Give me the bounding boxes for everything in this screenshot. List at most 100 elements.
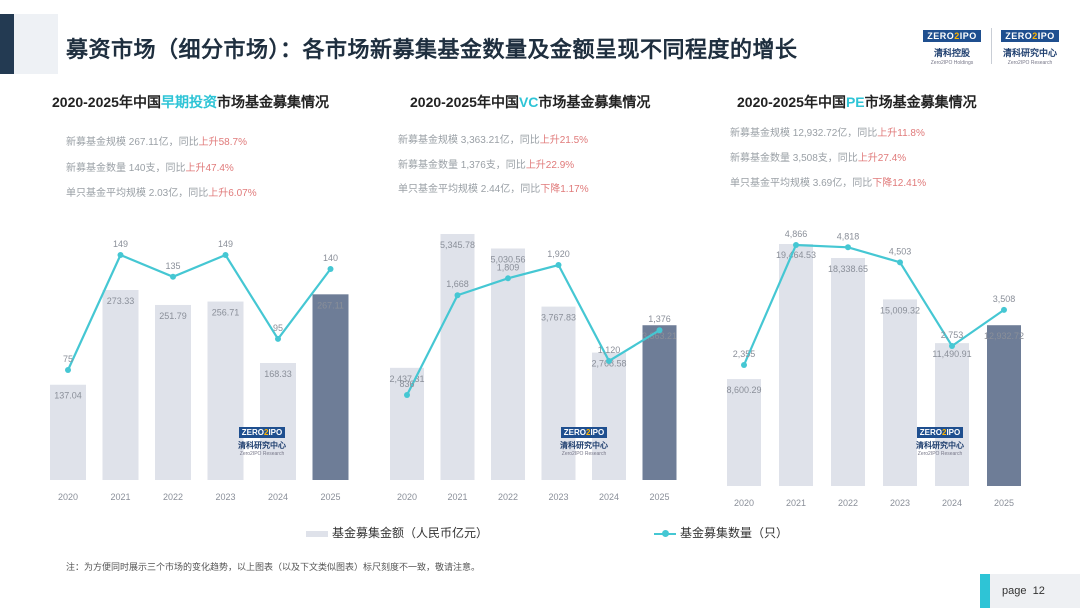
panel-early-title: 2020-2025年中国早期投资市场基金募集情况 bbox=[52, 94, 329, 110]
count-label-2021: 4,866 bbox=[785, 229, 808, 239]
bar-label-2023: 3,767.83 bbox=[541, 313, 576, 323]
panel-pe-stat-3: 单只基金平均规模 3.69亿，同比下降12.41% bbox=[730, 178, 927, 189]
logo-cn-name: 清科研究中心 bbox=[1002, 48, 1057, 58]
legend-bar-entry: 基金募集金额（人民币亿元） bbox=[306, 524, 488, 541]
logo-en-name: Zero2IPO Holdings bbox=[930, 60, 974, 66]
chart-pe: 8,600.29 2020 19,464.53 2021 18,338.65 2022 15… bbox=[726, 229, 1024, 508]
logo-divider bbox=[991, 28, 992, 64]
count-point-2023 bbox=[222, 252, 229, 258]
chart-early-stage: 137.04 2020 273.33 2021 251.79 2022 256.71 2023… bbox=[50, 239, 349, 502]
count-label-2020: 75 bbox=[63, 354, 73, 364]
panel-pe-stat-2: 新募基金数量 3,508支，同比上升27.4% bbox=[730, 153, 907, 164]
count-point-2025 bbox=[327, 265, 334, 272]
logo-zero2ipo-holdings: ZERO2IPO 清科控股 Zero2IPO Holdings bbox=[918, 26, 986, 66]
chart-watermark-early: ZERO2IPO 清科研究中心 Zero2IPO Research bbox=[238, 427, 286, 457]
bar-2020 bbox=[50, 384, 86, 480]
bar-2022 bbox=[831, 257, 865, 486]
count-label-2021: 1,668 bbox=[446, 279, 469, 289]
bar-label-2023: 256.71 bbox=[212, 308, 240, 318]
bar-2023 bbox=[883, 299, 917, 486]
bar-2021 bbox=[440, 234, 475, 480]
page-number-accent bbox=[980, 574, 990, 608]
bar-label-2020: 137.04 bbox=[54, 391, 82, 401]
bar-label-2022: 251.79 bbox=[159, 311, 187, 321]
count-point-2020 bbox=[741, 362, 747, 368]
legend-line-swatch bbox=[654, 529, 676, 537]
count-point-2020 bbox=[65, 367, 71, 373]
legend-line-entry: 基金募集数量（只） bbox=[654, 524, 788, 541]
x-tick-2024: 2024 bbox=[599, 492, 619, 502]
panel-early-stat-3: 单只基金平均规模 2.03亿，同比上升6.07% bbox=[66, 188, 257, 199]
x-tick-2021: 2021 bbox=[110, 492, 130, 502]
count-label-2023: 149 bbox=[218, 239, 233, 249]
count-label-2020: 836 bbox=[399, 379, 414, 389]
count-label-2025: 140 bbox=[323, 253, 338, 263]
chart-watermark-vc: ZERO2IPO 清科研究中心 Zero2IPO Research bbox=[560, 427, 608, 457]
count-point-2021 bbox=[117, 252, 124, 258]
x-tick-2022: 2022 bbox=[498, 492, 518, 502]
bar-2024 bbox=[935, 343, 969, 486]
x-tick-2025: 2025 bbox=[320, 492, 340, 502]
bar-2025 bbox=[987, 325, 1021, 486]
count-label-2023: 4,503 bbox=[889, 246, 912, 256]
count-point-2022 bbox=[170, 273, 176, 280]
panel-vc-title: 2020-2025年中国VC市场基金募集情况 bbox=[410, 94, 651, 110]
x-tick-2020: 2020 bbox=[397, 492, 417, 502]
bar-2020 bbox=[727, 379, 761, 486]
page-label: page bbox=[1002, 585, 1027, 597]
bar-label-2021: 273.33 bbox=[107, 296, 135, 306]
count-label-2025: 3,508 bbox=[993, 294, 1016, 304]
count-point-2021 bbox=[454, 292, 461, 299]
bar-label-2020: 2,437.31 bbox=[389, 374, 424, 384]
panel-vc-stat-3: 单只基金平均规模 2.44亿，同比下降1.17% bbox=[398, 184, 589, 195]
page-number-box: page 12 bbox=[980, 574, 1080, 608]
count-line bbox=[406, 263, 661, 396]
x-tick-2021: 2021 bbox=[447, 492, 467, 502]
x-tick-2025: 2025 bbox=[649, 492, 669, 502]
x-tick-2023: 2023 bbox=[548, 492, 568, 502]
count-label-2022: 4,818 bbox=[837, 231, 860, 241]
bar-2022 bbox=[155, 304, 191, 480]
bar-2025 bbox=[312, 294, 349, 480]
bar-label-2021: 5,345.78 bbox=[440, 240, 475, 250]
bar-2021 bbox=[779, 244, 813, 486]
bar-label-2024: 168.33 bbox=[264, 369, 292, 379]
x-tick-2023: 2023 bbox=[890, 498, 910, 508]
panel-vc-stat-2: 新募基金数量 1,376支，同比上升22.9% bbox=[398, 160, 575, 171]
header-accent-shade bbox=[14, 14, 58, 74]
x-tick-2022: 2022 bbox=[838, 498, 858, 508]
count-label-2023: 1,920 bbox=[547, 249, 570, 259]
count-point-2022 bbox=[505, 275, 511, 282]
footnote: 注：为方便同时展示三个市场的变化趋势，以上图表（以及下文类似图表）标尺刻度不一致… bbox=[66, 562, 481, 572]
bar-2023 bbox=[207, 301, 244, 480]
bar-label-2022: 18,338.65 bbox=[828, 264, 868, 274]
count-label-2022: 135 bbox=[165, 261, 180, 271]
x-tick-2023: 2023 bbox=[215, 492, 235, 502]
count-line bbox=[66, 253, 332, 371]
chart-vc: 2,437.31 2020 5,345.78 2021 5,030.56 2022 3,76… bbox=[389, 234, 677, 502]
logo-zero2ipo-research: ZERO2IPO 清科研究中心 Zero2IPO Research bbox=[996, 26, 1064, 66]
x-tick-2025: 2025 bbox=[994, 498, 1014, 508]
bar-2025 bbox=[642, 325, 677, 480]
page-title: 募资市场（细分市场）：各市场新募集基金数量及金额呈现不同程度的增长 bbox=[66, 37, 798, 62]
legend-bar-swatch bbox=[306, 530, 328, 537]
count-label-2024: 95 bbox=[273, 323, 283, 333]
count-point-2023 bbox=[897, 259, 903, 266]
logo-mark: ZERO2IPO bbox=[1001, 30, 1059, 42]
panel-vc-stat-1: 新募基金规模 3,363.21亿，同比上升21.5% bbox=[398, 135, 589, 146]
count-point-2025 bbox=[1001, 306, 1007, 313]
count-label-2025: 1,376 bbox=[648, 314, 671, 324]
count-point-2024 bbox=[275, 335, 281, 342]
count-label-2024: 1,120 bbox=[598, 345, 621, 355]
count-point-2023 bbox=[555, 262, 562, 268]
x-tick-2020: 2020 bbox=[58, 492, 78, 502]
bar-2021 bbox=[102, 290, 139, 480]
panel-early-stat-1: 新募基金规模 267.11亿，同比上升58.7% bbox=[66, 137, 247, 148]
logo-en-name: Zero2IPO Research bbox=[1007, 60, 1053, 66]
count-point-2024 bbox=[949, 342, 955, 349]
bar-label-2020: 8,600.29 bbox=[726, 385, 761, 395]
count-point-2024 bbox=[606, 357, 612, 364]
bar-2020 bbox=[390, 367, 424, 480]
bar-2022 bbox=[491, 248, 525, 480]
count-label-2022: 1,809 bbox=[497, 262, 520, 272]
